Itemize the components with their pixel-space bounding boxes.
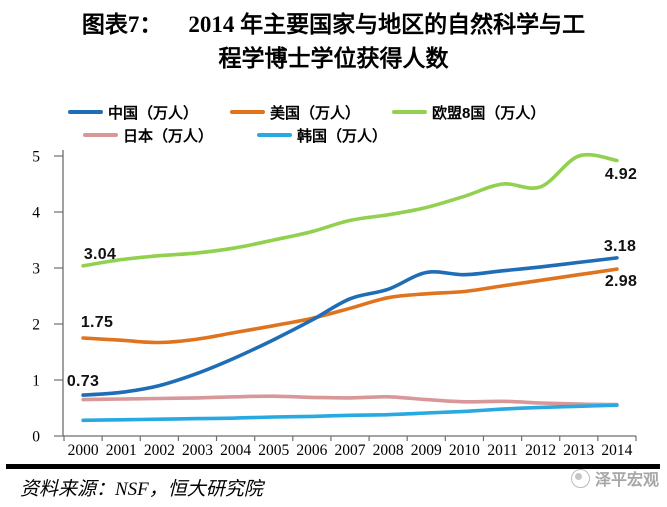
series-line-eu8 <box>81 152 619 268</box>
x-tick-label: 2012 <box>525 442 556 459</box>
data-label-usa-2000: 1.75 <box>80 314 114 331</box>
data-label-eu8-2000: 3.04 <box>83 246 117 263</box>
x-tick-label: 2007 <box>335 442 366 459</box>
series-line-japan <box>81 394 619 407</box>
legend-line-marker <box>68 110 103 114</box>
watermark-text: 泽平宏观 <box>594 472 659 489</box>
data-label-eu8-2014: 4.92 <box>604 166 638 183</box>
x-tick-label: 2005 <box>258 442 289 459</box>
legend-item-usa: 美国（万人） <box>230 103 361 122</box>
series-line-usa <box>81 267 619 345</box>
source-text: 资料来源：NSF，恒大研究院 <box>20 479 263 500</box>
y-tick-label: 0 <box>32 429 40 446</box>
figure-title: 图表7： 2014 年主要国家与地区的自然科学与工 程学博士学位获得人数 <box>0 8 667 76</box>
x-tick-label: 2009 <box>411 442 442 459</box>
legend-label: 欧盟8国（万人） <box>432 104 546 122</box>
legend-label: 中国（万人） <box>108 104 199 122</box>
figure-title-line1: 图表7： 2014 年主要国家与地区的自然科学与工 <box>0 8 667 42</box>
y-tick-label: 4 <box>32 205 40 222</box>
zeping-macro-logo-icon <box>570 468 590 488</box>
x-tick-label: 2010 <box>449 442 480 459</box>
x-tick-label: 2008 <box>373 442 404 459</box>
x-tick-label: 2004 <box>220 442 251 459</box>
x-tick-label: 2014 <box>601 442 632 459</box>
x-tick-label: 2003 <box>182 442 213 459</box>
legend-line-marker <box>257 133 292 137</box>
x-tick-label: 2011 <box>487 442 517 459</box>
data-label-china-2000: 0.73 <box>66 373 100 390</box>
x-tick-label: 2002 <box>144 442 175 459</box>
legend-label: 韩国（万人） <box>297 127 388 145</box>
legend-item-korea: 韩国（万人） <box>257 126 388 145</box>
x-tick-label: 2013 <box>563 442 594 459</box>
legend-line-marker <box>392 110 427 114</box>
legend-line-marker <box>83 133 118 137</box>
x-tick-label: 2000 <box>68 442 99 459</box>
x-tick-label: 2006 <box>296 442 327 459</box>
series-line-korea <box>81 403 619 423</box>
legend-item-eu8: 欧盟8国（万人） <box>392 103 546 122</box>
legend-label: 日本（万人） <box>123 127 214 145</box>
series-line-china <box>81 256 619 397</box>
legend-item-china: 中国（万人） <box>68 103 199 122</box>
divider-line <box>6 464 660 469</box>
figure-title-line2: 程学博士学位获得人数 <box>218 46 449 71</box>
watermark: 泽平宏观 <box>570 466 659 490</box>
data-label-china-2014: 3.18 <box>603 238 637 255</box>
legend-line-marker <box>230 110 265 114</box>
figure-title-text: 2014 年主要国家与地区的自然科学与工 <box>188 12 586 37</box>
figure-number: 图表7： <box>81 12 163 37</box>
y-tick-label: 2 <box>32 317 40 334</box>
legend-item-japan: 日本（万人） <box>83 126 214 145</box>
source-note: 资料来源：NSF，恒大研究院 <box>20 474 263 501</box>
y-tick-label: 3 <box>32 261 40 278</box>
legend-label: 美国（万人） <box>270 104 361 122</box>
x-tick-label: 2001 <box>106 442 137 459</box>
data-label-usa-2014: 2.98 <box>604 273 638 290</box>
y-tick-label: 5 <box>32 149 40 166</box>
y-tick-label: 1 <box>32 373 40 390</box>
